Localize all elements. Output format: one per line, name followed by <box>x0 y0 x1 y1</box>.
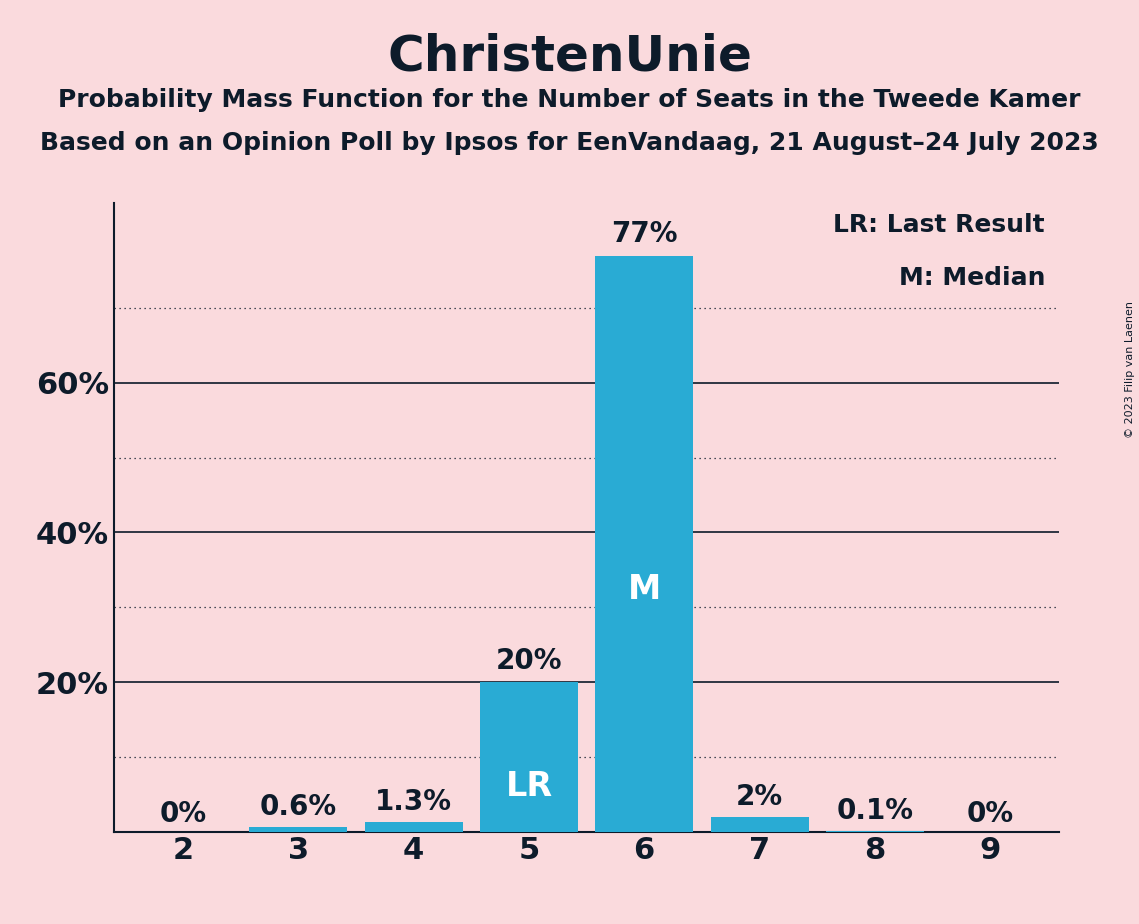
Text: LR: LR <box>506 771 552 803</box>
Text: LR: Last Result: LR: Last Result <box>834 213 1046 237</box>
Text: 0.1%: 0.1% <box>836 796 913 825</box>
Text: 0%: 0% <box>159 800 206 828</box>
Bar <box>596 256 694 832</box>
Text: ChristenUnie: ChristenUnie <box>387 32 752 80</box>
Bar <box>711 817 809 832</box>
Text: 1.3%: 1.3% <box>375 788 452 816</box>
Text: 20%: 20% <box>495 647 563 675</box>
Bar <box>364 821 462 832</box>
Bar <box>249 827 347 832</box>
Text: 77%: 77% <box>611 220 678 249</box>
Text: M: M <box>628 573 661 606</box>
Text: 0.6%: 0.6% <box>260 793 337 821</box>
Text: 2%: 2% <box>736 783 784 810</box>
Bar <box>480 682 577 832</box>
Text: © 2023 Filip van Laenen: © 2023 Filip van Laenen <box>1125 301 1134 438</box>
Text: 0%: 0% <box>967 800 1014 828</box>
Text: Based on an Opinion Poll by Ipsos for EenVandaag, 21 August–24 July 2023: Based on an Opinion Poll by Ipsos for Ee… <box>40 131 1099 155</box>
Text: Probability Mass Function for the Number of Seats in the Tweede Kamer: Probability Mass Function for the Number… <box>58 88 1081 112</box>
Text: M: Median: M: Median <box>899 266 1046 290</box>
